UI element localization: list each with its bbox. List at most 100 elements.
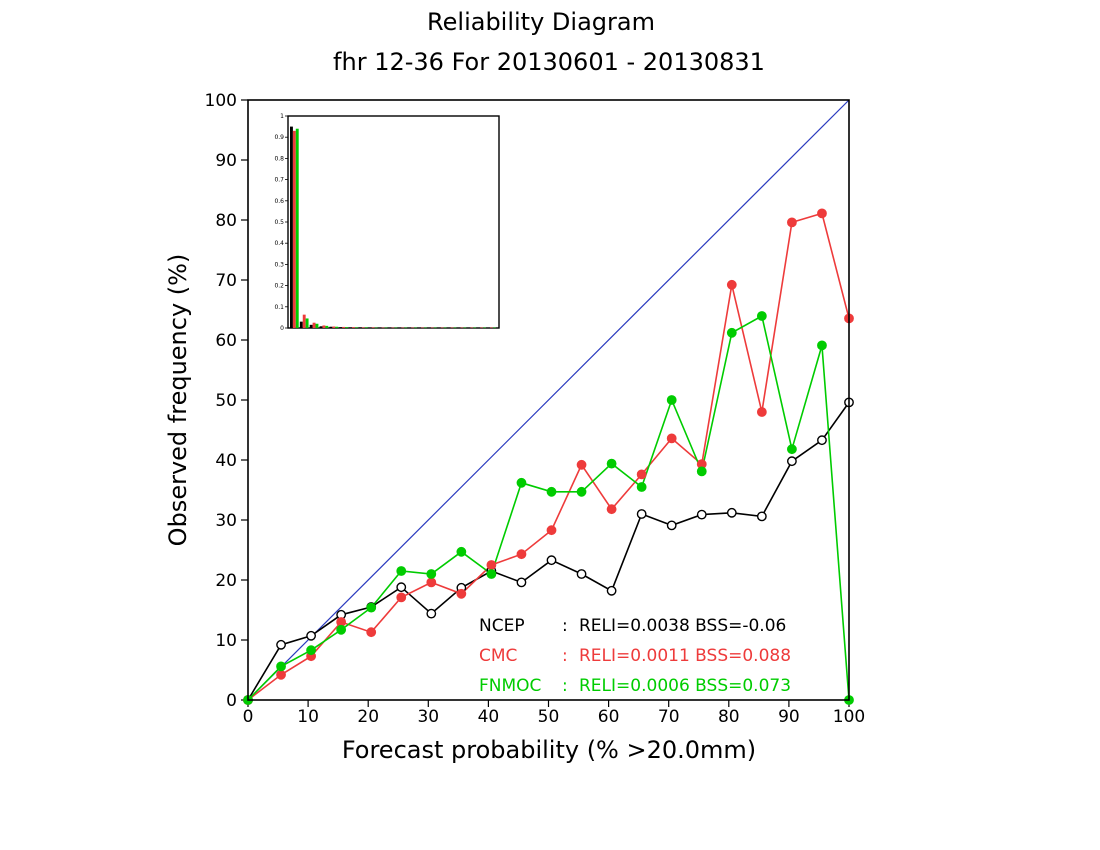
inset-y-tick-label: 0.5 [274,219,284,226]
inset-bar-ncep [359,327,362,328]
inset-y-tick-label: 0.6 [274,198,284,205]
plot-area: 0 10 20 30 40 50 60 70 80 90 100010203040506070809… [205,91,866,727]
x-tick-label: 70 [658,707,680,727]
x-tick-label: 80 [718,707,740,727]
inset-bar-ncep [457,327,461,329]
series-point-ncep [666,520,677,531]
inset-bar-ncep [299,321,303,328]
series-point-cmc [726,279,737,290]
frequency-inset: 0 0.1 0.2 0.3 0.4 0.5 0.6 0.7 0.8 0.9 1 [274,113,500,332]
y-tick-label: 0 [226,691,237,711]
x-tick-label: 60 [598,707,620,727]
plot-frame [247,99,850,701]
y-axis-title: Observed frequency (%) [164,254,192,547]
y-tick-label: 80 [215,211,237,231]
legend-label-fnmoc: FNMOC [479,676,541,696]
inset-bar-ncep [290,126,293,328]
inset-bar-cmc [490,327,493,329]
x-tick-label: 30 [417,707,439,727]
series-point-cmc [276,669,286,680]
inset-bar-ncep [339,327,343,328]
inset-bar-fnmoc [483,327,486,329]
inset-frame [287,115,500,329]
y-tick-label: 40 [215,451,237,471]
series-point-ncep [396,582,407,593]
legend-stats-ncep: RELI=0.0038 BSS=-0.06 [579,616,786,636]
series-point-cmc [426,577,437,588]
inset-bar-ncep [378,327,382,329]
series-point-ncep [306,630,317,641]
series-point-fnmoc [756,311,767,321]
x-tick-label: 10 [297,707,319,727]
y-tick-label: 70 [215,271,237,291]
inset-bar-cmc [450,327,454,329]
inset-bar-ncep [319,326,323,328]
y-tick-label: 90 [215,151,237,171]
series-point-cmc [366,627,377,638]
series-point-cmc [666,433,677,444]
inset-bar-fnmoc [345,327,348,328]
inset-bar-fnmoc [335,326,339,328]
series-point-fnmoc [426,569,437,579]
y-tick-label: 30 [215,511,237,531]
inset-bar-cmc [401,327,405,329]
series-point-fnmoc [606,458,617,469]
series-point-cmc [787,217,797,228]
x-tick-label: 20 [357,707,379,727]
inset-bar-cmc [342,326,346,328]
series-point-fnmoc [486,569,497,579]
series-point-fnmoc [636,482,647,492]
inset-y-tick-label: 0.4 [274,240,284,247]
series-point-ncep [817,435,827,446]
series-point-cmc [516,549,527,560]
inset-bar-cmc [322,325,326,328]
series-point-ncep [636,509,647,519]
series-point-fnmoc [516,477,527,488]
series-point-cmc [606,504,617,515]
inset-bar-fnmoc [305,318,309,328]
series-point-fnmoc [696,466,707,477]
inset-bar-cmc [421,327,424,329]
x-tick-label: 40 [478,707,500,727]
inset-bar-cmc [371,327,375,328]
inset-bar-ncep [447,327,451,329]
inset-bar-ncep [309,324,313,328]
inset-bar-ncep [467,327,471,329]
y-tick-label: 20 [215,571,237,591]
inset-bar-fnmoc [404,327,408,329]
series-point-fnmoc [456,546,467,557]
inset-bar-fnmoc [315,323,319,328]
inset-bar-cmc [411,327,415,329]
inset-bar-cmc [292,130,296,328]
inset-bar-fnmoc [414,327,417,329]
inset-y-tick-label: 0.3 [274,261,284,268]
series-point-cmc [636,469,647,480]
y-tick-label: 100 [205,91,237,111]
series-point-cmc [576,459,587,470]
inset-bar-fnmoc [492,327,496,329]
inset-bar-cmc [391,327,395,329]
inset-bar-ncep [398,327,402,329]
series-point-ncep [606,585,617,596]
inset-bar-ncep [349,327,353,328]
inset-bar-cmc [430,327,434,329]
inset-bar-cmc [302,314,306,328]
y-tick-label: 10 [215,631,237,651]
inset-bar-cmc [332,326,336,328]
series-point-cmc [546,525,557,536]
inset-bar-ncep [329,326,333,328]
series-point-cmc [817,208,827,219]
inset-bar-ncep [388,327,392,329]
series-point-ncep [756,511,767,522]
series-point-ncep [546,555,557,566]
series-point-fnmoc [576,486,587,497]
inset-bar-fnmoc [394,327,398,329]
x-tick-label: 100 [833,707,865,727]
legend-label-ncep: NCEP [479,616,525,636]
legend: NCEP: RELI=0.0038 BSS=-0.06 CMC: RELI=0.001… [479,616,791,696]
inset-bar-fnmoc [295,128,299,328]
series-point-fnmoc [366,602,377,613]
series-point-cmc [756,407,767,417]
inset-bar-fnmoc [374,327,378,329]
inset-y-tick-label: 0.9 [274,134,284,141]
